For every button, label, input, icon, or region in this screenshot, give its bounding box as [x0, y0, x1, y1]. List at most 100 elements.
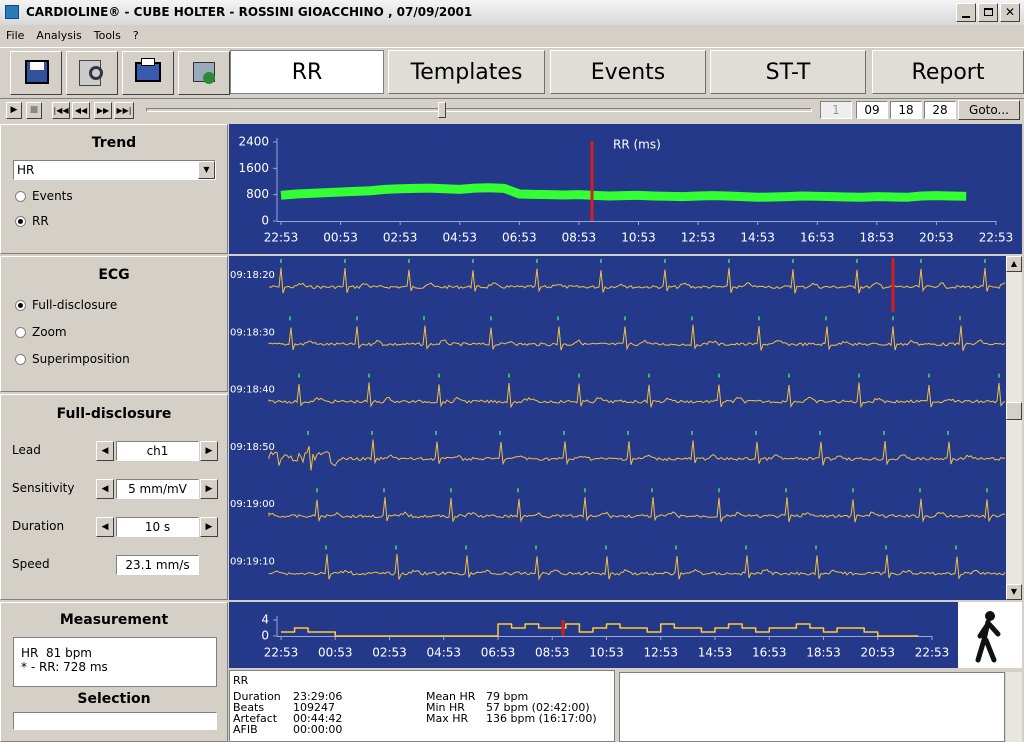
- radio-label[interactable]: Superimposition: [32, 352, 130, 366]
- measurement-title: Measurement: [59, 612, 169, 628]
- stat-value: 57 bpm (02:42:00): [486, 701, 590, 714]
- stat-label: Duration: [233, 690, 281, 703]
- radio-label[interactable]: RR: [32, 214, 49, 228]
- trend-panel: Trend HR ▼ Events RR: [0, 124, 228, 254]
- stat-value: 109247: [293, 701, 335, 714]
- scroll-down[interactable]: ▼: [1006, 584, 1022, 600]
- search-button[interactable]: [66, 51, 118, 95]
- selection-field[interactable]: [13, 712, 217, 730]
- scroll-up[interactable]: ▲: [1006, 256, 1022, 272]
- radio-button[interactable]: [15, 327, 26, 338]
- y-tick-label: 1600: [238, 161, 269, 175]
- x-tick-label: 10:53: [589, 646, 624, 660]
- menu-bar: File Analysis Tools?: [0, 25, 1024, 45]
- forward-button[interactable]: ▶▶: [94, 102, 112, 119]
- notes-box: [619, 672, 1005, 742]
- decrement-button[interactable]: ◀: [96, 517, 114, 537]
- x-tick-label: 00:53: [318, 646, 353, 660]
- increment-button[interactable]: ▶: [200, 441, 218, 461]
- radio-button[interactable]: [15, 300, 26, 311]
- x-tick-label: 16:53: [800, 231, 835, 245]
- control-label: Lead: [12, 443, 41, 457]
- rewind-button[interactable]: ◀◀: [72, 102, 90, 119]
- x-tick-label: 22:53: [915, 646, 950, 660]
- time-field[interactable]: 09: [856, 101, 888, 119]
- x-tick-label: 04:53: [426, 646, 461, 660]
- menu-item[interactable]: ?: [132, 28, 139, 42]
- strip-time: 09:18:50: [230, 442, 275, 453]
- trend-title: Trend: [91, 135, 137, 151]
- stat-value: 00:00:00: [293, 723, 343, 736]
- control-value[interactable]: 5 mm/mV: [116, 479, 199, 499]
- first-button[interactable]: |◀◀: [52, 102, 70, 119]
- control-value[interactable]: 10 s: [116, 517, 199, 537]
- save-button[interactable]: [10, 51, 62, 95]
- title-bar: CARDIOLINE® - CUBE HOLTER - ROSSINI GIOA…: [0, 0, 1024, 25]
- minimize-button[interactable]: [956, 3, 976, 22]
- control-label: Sensitivity: [12, 481, 75, 495]
- stat-label: Beats: [233, 701, 265, 714]
- play-button[interactable]: ▶: [6, 102, 22, 119]
- radio-label[interactable]: Zoom: [32, 325, 67, 339]
- slider-thumb[interactable]: [438, 102, 446, 118]
- menu-item[interactable]: Analysis: [36, 28, 82, 42]
- control-value[interactable]: ch1: [116, 441, 199, 461]
- tab[interactable]: RR: [230, 50, 384, 94]
- maximize-button[interactable]: [978, 3, 998, 22]
- full-disclosure-title: Full-disclosure: [56, 406, 172, 422]
- menu-item[interactable]: Tools: [93, 28, 121, 42]
- strip-time: 09:19:00: [230, 499, 275, 510]
- radio-button[interactable]: [15, 191, 26, 202]
- decrement-button[interactable]: ◀: [96, 441, 114, 461]
- time-field[interactable]: 18: [890, 101, 922, 119]
- trend-chart: 0 800 1600 2400 22:53 00:53 02:53 04:53 06:53 08:…: [229, 124, 1022, 254]
- tab[interactable]: ST-T: [710, 50, 866, 94]
- walking-icon: [958, 602, 1022, 668]
- radio-button[interactable]: [15, 354, 26, 365]
- x-tick-label: 18:53: [860, 231, 895, 245]
- y-tick-label: 800: [246, 187, 269, 201]
- x-tick-label: 16:53: [752, 646, 787, 660]
- strip-time: 09:18:30: [230, 327, 275, 338]
- x-tick-label: 14:53: [740, 231, 775, 245]
- tab[interactable]: Templates: [388, 50, 545, 94]
- last-button[interactable]: ▶▶|: [114, 102, 134, 119]
- increment-button[interactable]: ▶: [200, 517, 218, 537]
- stat-label: Max HR: [426, 712, 469, 725]
- print-button[interactable]: [122, 51, 174, 95]
- ecg-title: ECG: [98, 267, 130, 283]
- radio-label[interactable]: Full-disclosure: [32, 298, 118, 312]
- control-value[interactable]: 23.1 mm/s: [116, 555, 199, 575]
- tab[interactable]: Report: [872, 50, 1024, 94]
- radio-label[interactable]: Events: [32, 189, 73, 203]
- x-tick-label: 06:53: [481, 646, 516, 660]
- measurement-box: HR 81 bpm * - RR: 728 ms: [13, 637, 217, 687]
- stat-label: Mean HR: [426, 690, 476, 703]
- x-tick-label: 20:53: [860, 646, 895, 660]
- stop-button[interactable]: ■: [26, 102, 42, 119]
- x-tick-label: 00:53: [323, 231, 358, 245]
- menu-item[interactable]: File: [6, 28, 25, 42]
- y-tick-label: 0: [261, 214, 269, 228]
- dropdown-arrow[interactable]: ▼: [198, 161, 215, 179]
- x-tick-label: 08:53: [562, 231, 597, 245]
- goto-button[interactable]: Goto...: [958, 100, 1020, 120]
- control-label: Duration: [12, 519, 65, 533]
- tab[interactable]: Events: [550, 50, 706, 94]
- x-tick-label: 18:53: [806, 646, 841, 660]
- increment-button[interactable]: ▶: [200, 479, 218, 499]
- radio-button[interactable]: [15, 216, 26, 227]
- x-tick-label: 22:53: [264, 646, 299, 660]
- decrement-button[interactable]: ◀: [96, 479, 114, 499]
- time-field[interactable]: 1: [820, 101, 852, 119]
- network-button[interactable]: [178, 51, 230, 95]
- scroll-thumb[interactable]: [1006, 402, 1022, 420]
- summary-title: RR: [233, 674, 249, 687]
- full-disclosure-panel: Full-disclosure Lead ◀ ▶ ch1 Sensitivity ◀ ▶ 5 …: [0, 394, 228, 600]
- close-button[interactable]: ✕: [1000, 3, 1020, 22]
- slider-track: [146, 108, 812, 112]
- control-label: Speed: [12, 557, 50, 571]
- time-field[interactable]: 28: [924, 101, 956, 119]
- trend-select[interactable]: HR ▼: [13, 160, 216, 180]
- x-tick-label: 08:53: [535, 646, 570, 660]
